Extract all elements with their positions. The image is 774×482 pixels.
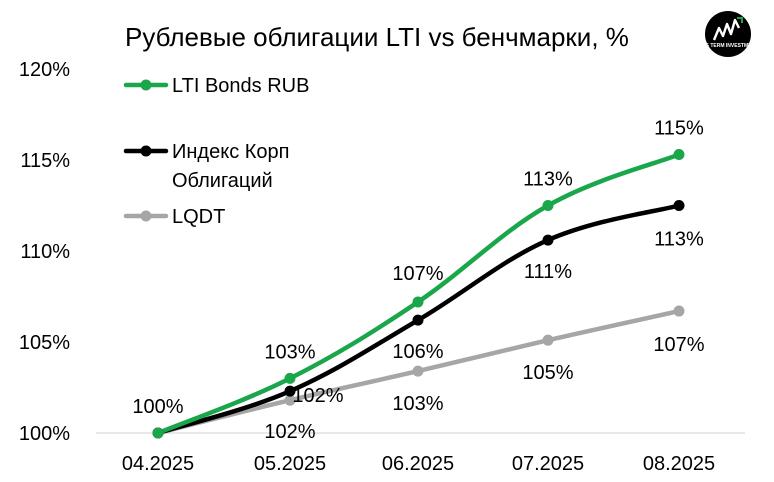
data-point	[542, 200, 554, 211]
data-label: 107%	[392, 263, 443, 285]
chart-growth-logo-icon	[712, 18, 741, 41]
legend-swatch-marker	[140, 79, 152, 91]
x-axis: 04.2025 05.2025 06.2025 07.2025 08.2025	[122, 453, 715, 475]
legend-label: Облигаций	[172, 170, 273, 192]
data-point	[673, 149, 685, 161]
data-label: 103%	[392, 393, 443, 415]
data-point	[542, 334, 554, 346]
legend-swatch-marker	[140, 145, 152, 157]
x-tick-label: 07.2025	[512, 453, 584, 475]
y-tick-label: 115%	[20, 150, 70, 172]
data-label: 102%	[292, 385, 343, 407]
data-label: 113%	[654, 229, 704, 251]
data-point	[673, 200, 685, 211]
data-label: 107%	[653, 334, 704, 356]
y-tick-label: 110%	[20, 241, 70, 263]
legend-label: LTI Bonds RUB	[172, 75, 309, 97]
y-axis: 100% 105% 110% 115% 120%	[19, 59, 70, 445]
data-labels: 100% 103% 107% 113% 115% 102% 106% 111% 113% 102%…	[132, 118, 704, 444]
series-lines	[155, 152, 682, 436]
legend-label: LQDT	[172, 206, 225, 228]
data-label: 106%	[392, 341, 443, 363]
data-label: 111%	[524, 261, 572, 283]
x-tick-label: 04.2025	[122, 453, 194, 475]
data-point	[542, 234, 554, 246]
legend-label: Индекс Корп	[172, 141, 289, 163]
data-point	[284, 385, 296, 397]
x-tick-label: 05.2025	[254, 453, 326, 475]
logo-circle	[705, 11, 751, 57]
data-point	[412, 365, 424, 377]
y-tick-label: 120%	[19, 59, 70, 81]
legend: LTI Bonds RUB Индекс Корп Облигаций LQDT	[123, 75, 309, 228]
logo-text: LONG TERM INVESTMENTS	[695, 43, 763, 49]
y-tick-label: 100%	[19, 423, 70, 445]
x-tick-label: 06.2025	[382, 453, 454, 475]
logo-accent	[737, 17, 743, 23]
data-label: 100%	[132, 396, 183, 418]
data-label: 103%	[264, 341, 315, 363]
y-tick-label: 105%	[19, 332, 70, 354]
data-point	[284, 372, 296, 384]
data-point	[152, 427, 164, 439]
data-point	[284, 394, 296, 406]
data-point	[673, 305, 685, 317]
logo: LONG TERM INVESTMENTS	[695, 11, 763, 57]
series-points	[152, 149, 685, 439]
data-label: 115%	[654, 118, 704, 140]
data-label: 105%	[522, 362, 573, 384]
chart-title: Рублевые облигации LTI vs бенчмарки, %	[125, 22, 629, 52]
legend-swatch-marker	[140, 210, 152, 222]
data-label: 113%	[523, 169, 573, 191]
data-label: 102%	[264, 421, 315, 443]
data-point	[412, 296, 424, 308]
x-tick-label: 08.2025	[643, 453, 715, 475]
series-line	[155, 152, 682, 436]
data-point	[412, 314, 424, 326]
